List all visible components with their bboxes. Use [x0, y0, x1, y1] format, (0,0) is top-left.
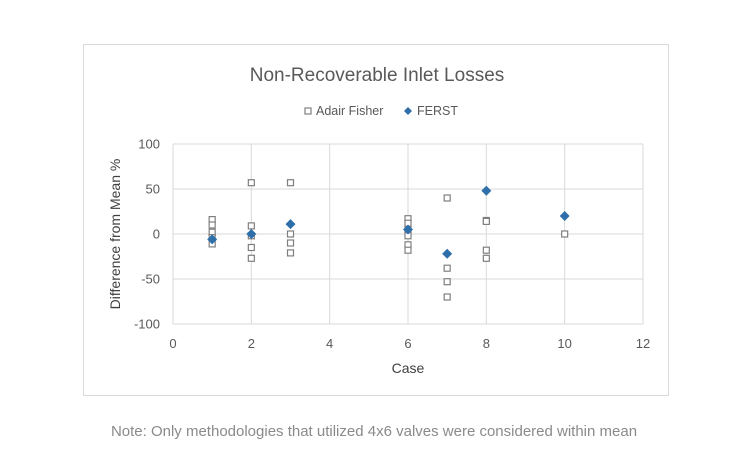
y-tick-label: -100: [134, 317, 160, 332]
adair-fisher-point: [482, 254, 490, 262]
y-tick-label: -50: [141, 272, 160, 287]
legend-label-ferst: FERST: [417, 104, 458, 118]
legend-marker-ferst: [404, 107, 412, 115]
legend-label-adair-fisher: Adair Fisher: [316, 104, 383, 118]
adair-fisher-point: [404, 246, 412, 254]
adair-fisher-point: [286, 230, 295, 238]
chart-area: Non-Recoverable Inlet Losses Adair Fishe…: [83, 44, 669, 396]
adair-fisher-point: [443, 194, 451, 202]
scatter-chart: Non-Recoverable Inlet Losses Adair Fishe…: [107, 65, 650, 376]
adair-fisher-point: [286, 249, 295, 257]
adair-fisher-point: [482, 246, 490, 254]
y-axis-label: Difference from Mean %: [107, 159, 123, 310]
chart-title: Non-Recoverable Inlet Losses: [250, 65, 505, 86]
ferst-point: [207, 234, 218, 245]
x-tick-label: 10: [557, 336, 571, 351]
x-tick-label: 12: [636, 336, 650, 351]
adair-fisher-point: [443, 293, 451, 301]
x-axis-label: Case: [392, 360, 425, 376]
y-tick-label: 100: [138, 137, 160, 152]
adair-fisher-point: [208, 221, 216, 229]
ferst-point: [481, 185, 492, 196]
footnote: Note: Only methodologies that utilized 4…: [110, 423, 638, 440]
ferst-point: [559, 211, 570, 221]
y-tick-label: 0: [153, 227, 160, 242]
y-tick-label: 50: [146, 182, 160, 197]
x-tick-label: 2: [248, 336, 255, 351]
ferst-point: [246, 229, 257, 239]
adair-fisher-point: [443, 264, 451, 272]
adair-fisher-point: [443, 278, 451, 286]
adair-fisher-point: [561, 230, 569, 238]
adair-fisher-point: [247, 222, 255, 230]
adair-fisher-point: [247, 243, 255, 252]
adair-fisher-point: [247, 179, 255, 187]
ferst-point: [403, 224, 413, 235]
x-tick-label: 4: [326, 336, 333, 351]
x-tick-label: 0: [169, 336, 176, 351]
adair-fisher-point: [247, 254, 255, 262]
adair-fisher-point: [286, 179, 295, 187]
ferst-point: [442, 248, 453, 259]
ferst-point: [285, 219, 296, 230]
adair-fisher-point: [286, 239, 295, 247]
axes: 0 2 4 6 8 10 12 -100 -50 0 50 100: [134, 137, 650, 352]
legend: Adair Fisher FERST: [304, 104, 458, 118]
x-tick-label: 8: [483, 336, 490, 351]
adair-fisher-point: [482, 217, 490, 225]
legend-marker-adair-fisher: [304, 107, 312, 115]
data-points: [207, 179, 570, 301]
x-tick-label: 6: [404, 336, 411, 351]
